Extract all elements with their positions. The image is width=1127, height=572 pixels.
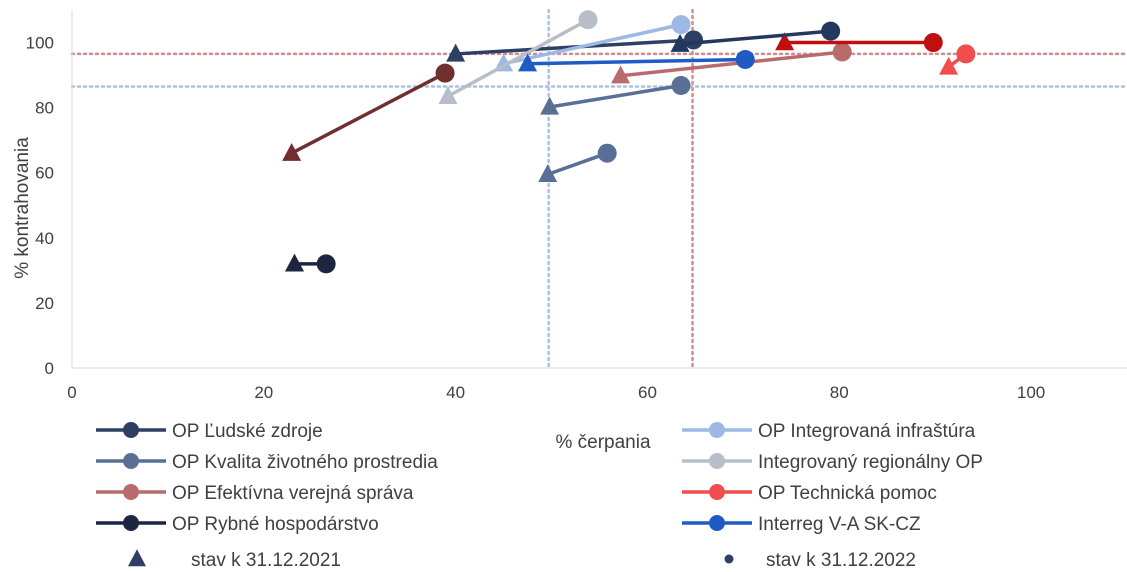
legend-marker: [709, 422, 725, 438]
point-2021-marker: [438, 85, 458, 104]
y-axis-label: % kontrahovania: [12, 137, 33, 279]
point-2021-marker: [538, 164, 558, 183]
series-line: [503, 22, 682, 66]
y-tick-label: 80: [35, 99, 54, 118]
point-2022-marker: [597, 143, 617, 163]
point-2022-marker: [578, 10, 598, 30]
legend-dot-marker: [724, 554, 734, 564]
x-axis-label: % čerpania: [555, 432, 650, 453]
series-line: [549, 83, 682, 109]
series-group: [438, 10, 598, 104]
series-line: [547, 151, 608, 177]
x-tick-label: 40: [446, 383, 465, 402]
legend-label: Interreg V-A SK-CZ: [758, 514, 921, 535]
point-2022-marker: [923, 33, 943, 53]
series-line: [290, 71, 446, 155]
series-group: [518, 49, 755, 72]
data-series: [282, 10, 976, 274]
point-2022-marker: [671, 15, 691, 35]
x-tick-label: 80: [830, 383, 849, 402]
legend-marker: [123, 453, 139, 469]
legend-label: Integrovaný regionálny OP: [758, 452, 983, 473]
point-2021-marker: [939, 56, 959, 75]
legend-label: OP Efektívna verejná správa: [172, 483, 414, 504]
y-tick-label: 40: [35, 229, 54, 248]
series-line: [620, 50, 843, 78]
point-2021-marker: [670, 33, 690, 52]
series-group: [611, 42, 852, 84]
legend-label: OP Technická pomoc: [758, 483, 937, 504]
point-2021-marker: [446, 43, 466, 62]
point-2021-marker: [540, 96, 560, 115]
legend-marker-label: stav k 31.12.2021: [191, 550, 341, 571]
series-line: [679, 29, 831, 46]
series-group: [285, 253, 336, 274]
series-group: [446, 30, 703, 62]
y-tick-label: 60: [35, 164, 54, 183]
point-2021-marker: [518, 53, 538, 72]
x-tick-label: 0: [67, 383, 76, 402]
series-group: [282, 63, 455, 161]
series-group: [538, 143, 617, 183]
legend-label: OP Kvalita životného prostredia: [172, 452, 438, 473]
legend-marker: [123, 515, 139, 531]
point-2022-marker: [435, 63, 455, 83]
y-tick-label: 0: [45, 359, 54, 378]
series-line: [447, 18, 589, 98]
point-2022-marker: [956, 44, 976, 64]
legend-marker: [709, 515, 725, 531]
point-2021-marker: [285, 253, 305, 272]
axes: 0 20 40 60 80 100 0 20 40 60 80 100: [26, 10, 1127, 402]
series-group: [670, 21, 841, 52]
series-group: [939, 44, 976, 75]
series-line: [527, 57, 746, 66]
point-2021-marker: [282, 142, 302, 161]
legend-triangle-marker: [128, 549, 146, 567]
legend-label: OP Rybné hospodárstvo: [172, 514, 379, 535]
legend-marker: [709, 484, 725, 500]
y-tick-label: 100: [26, 34, 54, 53]
x-tick-label: 20: [254, 383, 273, 402]
legend-label: OP Ľudské zdroje: [172, 421, 323, 442]
series-group: [540, 76, 691, 115]
series-group: [775, 32, 943, 53]
y-tick-label: 20: [35, 294, 54, 313]
legend-marker: [123, 422, 139, 438]
x-tick-label: 60: [638, 383, 657, 402]
point-2021-marker: [611, 65, 631, 84]
legend-marker-label: stav k 31.12.2022: [766, 550, 916, 571]
point-2021-marker: [775, 32, 795, 51]
point-2022-marker: [821, 21, 841, 41]
point-2022-marker: [316, 254, 336, 274]
legend-marker: [709, 453, 725, 469]
point-2022-marker: [735, 49, 755, 69]
point-2022-marker: [832, 42, 852, 62]
point-2022-marker: [671, 76, 691, 96]
legend-label: OP Integrovaná infraštúra: [758, 421, 976, 442]
legend-marker: [123, 484, 139, 500]
x-tick-label: 100: [1017, 383, 1045, 402]
legend: OP Ľudské zdroje OP Kvalita životného pro…: [96, 421, 983, 571]
point-2022-marker: [683, 30, 703, 50]
